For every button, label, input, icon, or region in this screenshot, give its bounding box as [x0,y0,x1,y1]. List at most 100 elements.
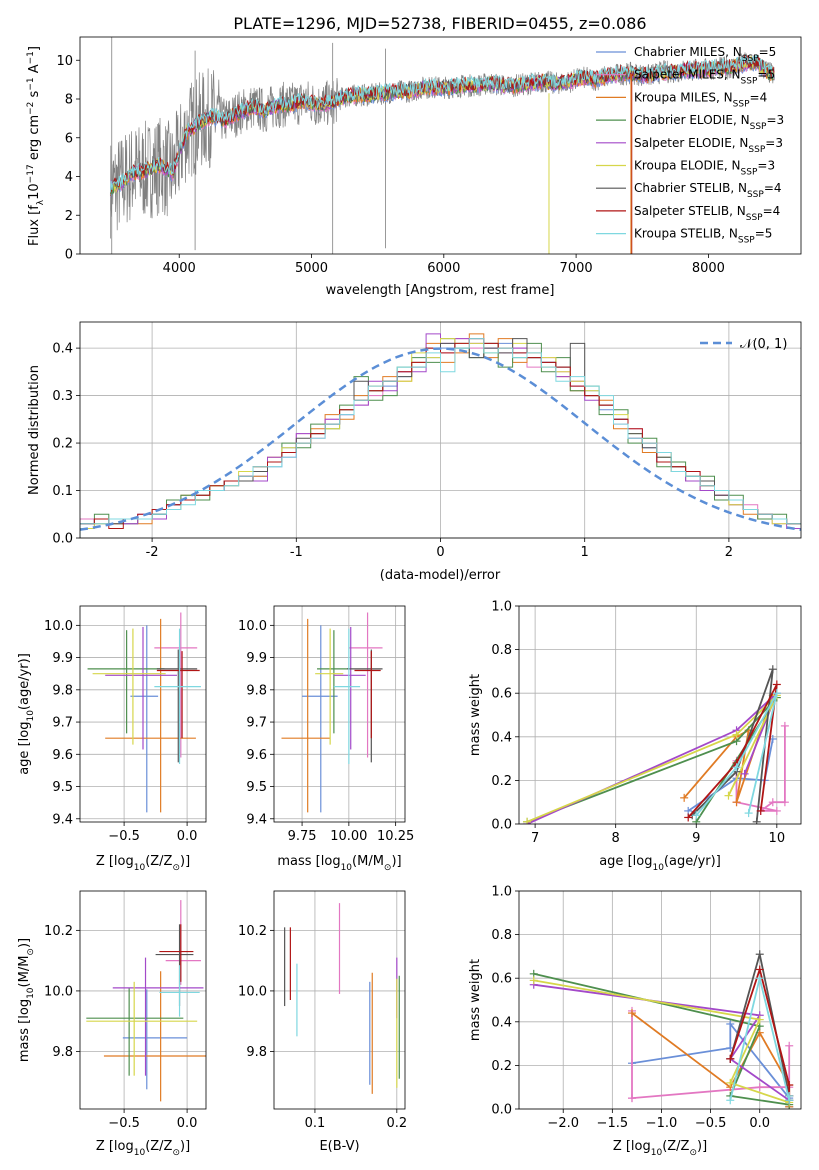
label-part: =4 [750,90,768,104]
label-part: −17 [26,164,36,183]
label-part: Chabrier MILES, N [634,45,742,59]
y-tick-label: 0 [65,248,73,263]
label-part: =3 [757,159,775,173]
x-tick-label: −1.0 [646,1116,678,1131]
x-tick-label: 1 [581,545,589,560]
x-axis-label: Z [log10(Z/Z⊙)] [613,1139,707,1158]
y-tick-label: 0.2 [52,437,73,452]
spectrum-panel: 4000 5000 6000 7000 8000 0 2 4 6 8 10 Chabrier MILE… [26,36,802,298]
label-part: Salpeter ELODIE, N [634,136,748,150]
y-tick-label: 10.0 [238,984,267,999]
y-tick-label: 10 [56,54,73,69]
y-tick-label: 10.0 [44,984,73,999]
x-tick-label: 10 [769,831,786,846]
label-part: Chabrier STELIB, N [634,181,747,195]
label-part: SSP [748,145,765,155]
label-part: (Z/Z [662,1139,689,1154]
y-tick-label: 9.7 [52,716,73,731]
axes-frame [518,890,802,1110]
label-part: (Z/Z [145,854,172,869]
label-part: 10 [341,863,353,873]
legend-entry: Kroupa MILES, NSSP=4 [634,90,767,109]
axes-frame [79,605,207,823]
x-axis-label: E(B-V) [319,1139,359,1154]
errorbar-plot [87,612,201,813]
y-axis-label: age [log10(age/yr)] [17,653,36,775]
label-part: erg cm [27,115,42,164]
y-tick-label: 10.0 [238,619,267,634]
y-tick-label: 9.6 [246,748,267,763]
axes-frame [79,36,802,255]
y-tick-label: 9.4 [52,812,73,827]
legend-entry: Chabrier STELIB, NSSP=4 [634,181,782,200]
y-axis-label: mass weight [468,959,483,1041]
legend-entry: Chabrier ELODIE, NSSP=3 [634,113,784,132]
y-tick-label: 8 [65,93,73,108]
y-axis-label: mass weight [468,674,483,756]
x-tick-label: 8 [612,831,620,846]
legend-entry: Chabrier MILES, NSSP=5 [634,45,776,64]
x-tick-label: 7000 [560,261,593,276]
x-tick-label: 8000 [692,261,725,276]
figure-title: PLATE=1296, MJD=52738, FIBERID=0455, z=0… [233,14,646,33]
label-part: SSP [750,122,767,132]
errorbar-plot [86,900,206,1102]
label-part: Z [log [96,1139,134,1154]
y-tick-label: 0.0 [491,1103,512,1118]
y-tick-label: 0.4 [52,342,73,357]
line-plot [523,665,789,824]
x-tick-label: 4000 [163,261,196,276]
axes-frame [273,605,406,823]
label-part: −1 [26,51,36,64]
x-tick-label: −2.0 [547,1116,579,1131]
x-tick-label: 0.0 [177,1116,198,1131]
axes-frame [273,890,406,1110]
x-tick-label: 10.00 [330,829,367,844]
label-part: =4 [764,181,782,195]
y-tick-label: 10.0 [44,619,73,634]
label-part: −1 [26,77,36,90]
histogram-series-8 [80,338,801,538]
label-part: mass [log [277,854,340,869]
label-part: Kroupa ELODIE, N [634,159,741,173]
x-tick-label: 0.0 [177,829,198,844]
label-part: (Z/Z [145,1139,172,1154]
histogram-plot [80,333,801,538]
label-part: ⊙ [689,1148,697,1158]
residual-histogram-panel: -2 -1 0 1 2 0.0 0.1 0.2 0.3 0.4 𝒩(0, 1) (data-model… [27,321,802,583]
y-tick-label: 9.8 [52,683,73,698]
y-axis-label: Normed distribution [27,365,42,495]
y-tick-label: 9.8 [246,1045,267,1060]
label-part: =5 [755,227,773,241]
label-part: SSP [738,236,755,246]
label-part: )] [697,1139,707,1154]
label-part: =3 [765,136,783,150]
model-spectrum-6 [109,55,775,194]
label-part: =4 [763,204,781,218]
label-part: ⊙ [172,863,180,873]
massweight-vs-z-panel: −2.0 −1.5 −1.0 −0.5 0.0 0.0 0.2 0.4 0.6 0.8 1.0 mas… [468,885,802,1158]
axes-frame [79,890,207,1110]
model-spectrum-8 [109,54,775,193]
x-axis-label: Z [log10(Z/Z⊙)] [96,854,190,873]
weight-line-7 [687,684,778,819]
weight-line-7 [729,966,791,1096]
label-part: Salpeter MILES, N [634,68,741,82]
label-part: ⊙ [26,948,36,956]
axes-frame [79,321,802,539]
label-part: 10 [27,183,42,200]
x-tick-label: 0.0 [749,1116,770,1131]
label-part: −2 [26,102,36,115]
label-part: 10 [652,863,664,873]
label-part: )] [17,938,32,948]
legend-entry: Salpeter MILES, NSSP=5 [634,68,775,87]
y-tick-label: 0.8 [491,643,512,658]
label-part: SSP [741,168,758,178]
label-part: s [27,90,42,101]
y-tick-label: 9.7 [246,716,267,731]
label-part: ] [27,46,42,51]
label-part: ⊙ [384,863,392,873]
y-tick-label: 0.2 [491,1059,512,1074]
y-tick-label: 1.0 [491,885,512,900]
